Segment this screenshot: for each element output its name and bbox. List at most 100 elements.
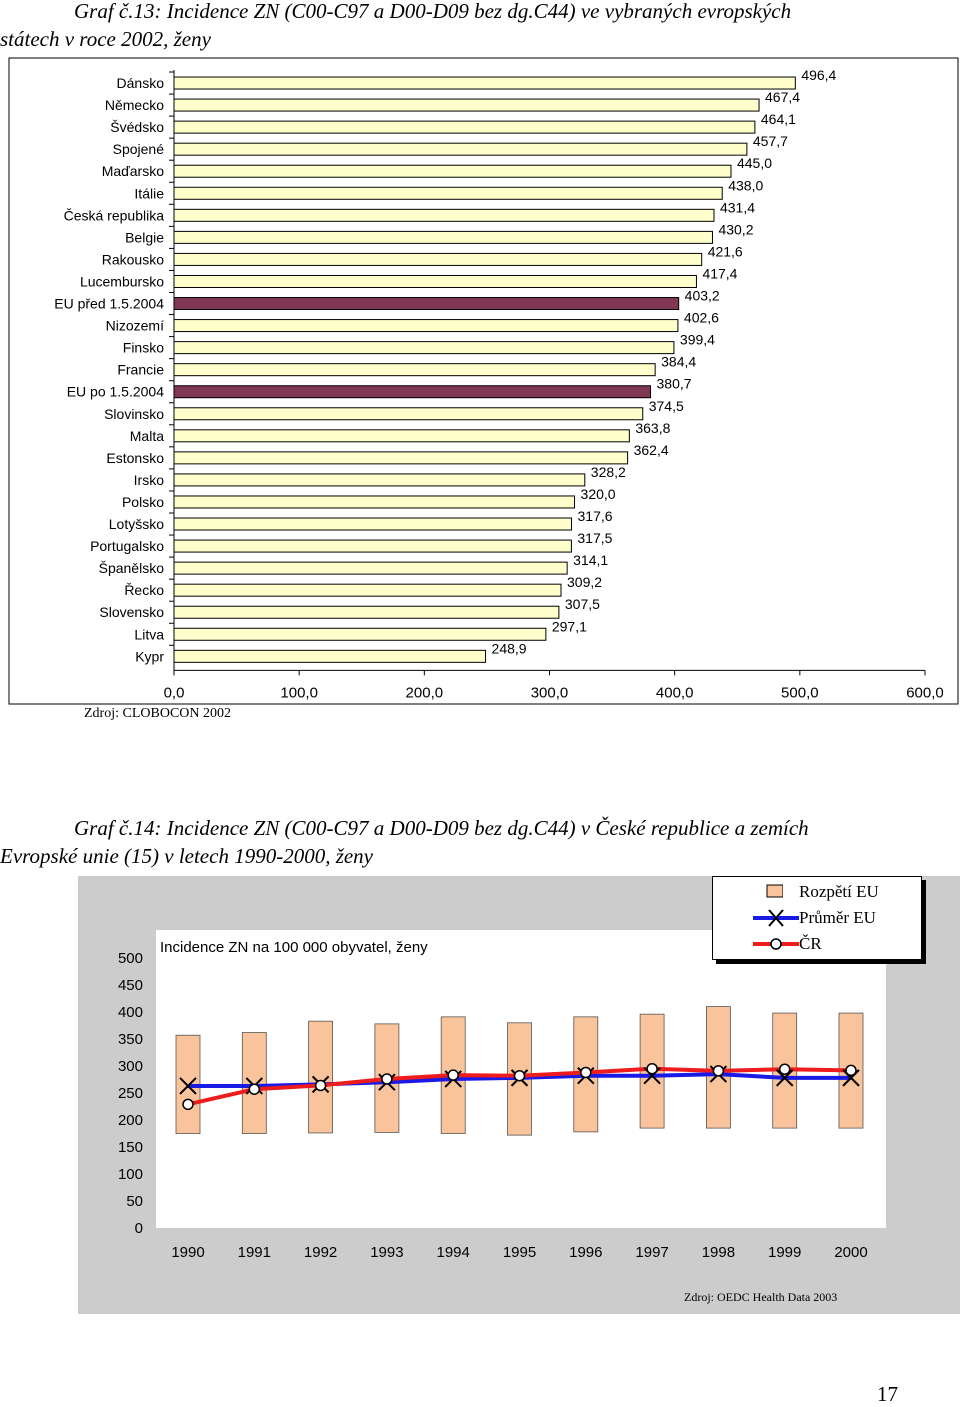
- chart13-value-label: 317,6: [578, 508, 613, 524]
- chart13-bar: [173, 252, 703, 266]
- chart14-y-tick-label: 50: [126, 1193, 143, 1210]
- chart14-legend: Rozpětí EU Průměr EU ČR: [712, 876, 922, 960]
- chart14-eu-average-point: [179, 1077, 197, 1095]
- chart13-bar: [173, 517, 573, 531]
- chart13-bar: [173, 561, 568, 575]
- chart14-caption-line2: Evropské unie (15) v letech 1990-2000, ž…: [0, 844, 374, 868]
- chart14-eu-average-point: [842, 1069, 860, 1087]
- chart14-x-tick-label: 1997: [635, 1244, 668, 1261]
- chart14-cr-point: [447, 1069, 459, 1081]
- chart13-category-label: Dánsko: [117, 75, 165, 91]
- chart13-x-tick-label: 200,0: [406, 684, 444, 701]
- chart13-x-tick-label: 0,0: [164, 684, 185, 701]
- chart14-y-tick-label: 350: [118, 1031, 143, 1048]
- chart14-y-tick-label: 400: [118, 1004, 143, 1021]
- chart14-x-tick-label: 2000: [834, 1244, 867, 1261]
- chart13-value-label: 374,5: [649, 398, 684, 414]
- chart14-cr-point: [580, 1066, 592, 1079]
- chart13-caption-line2: státech v roce 2002, ženy: [0, 27, 211, 51]
- chart13-category-label: Slovinsko: [104, 406, 164, 422]
- chart13-category-label: Slovensko: [99, 604, 164, 620]
- chart13-bar: [173, 297, 680, 311]
- chart13-bar: [173, 583, 562, 597]
- chart14-ylabel: Incidence ZN na 100 000 obyvatel, ženy: [160, 939, 428, 956]
- chart14-y-tick-label: 250: [118, 1085, 143, 1102]
- legend-label-cr: ČR: [799, 934, 822, 953]
- chart14-cr-point: [646, 1062, 658, 1075]
- chart13-category-label: Itálie: [134, 185, 164, 201]
- chart13-category-label: Irsko: [134, 472, 165, 488]
- chart13-category-label: Španělsko: [99, 560, 165, 576]
- chart14-cr-point: [845, 1064, 857, 1077]
- chart13-value-label: 307,5: [565, 596, 600, 612]
- chart13-value-label: 380,7: [657, 376, 692, 392]
- chart13-caption-line1: Graf č.13: Incidence ZN (C00-C97 a D00-D…: [74, 0, 792, 23]
- chart13-value-label: 328,2: [591, 464, 626, 480]
- chart13-bar: [173, 120, 756, 134]
- chart13-value-label: 309,2: [567, 574, 602, 590]
- chart13-category-label: Česká republika: [64, 207, 165, 223]
- chart14-eu-average-marker: [179, 1077, 197, 1095]
- chart14-source: Zdroj: OEDC Health Data 2003: [684, 1290, 838, 1304]
- chart13-x-tick-label: 500,0: [781, 684, 819, 701]
- chart13-bar: [173, 429, 630, 443]
- chart13-category-label: Portugalsko: [90, 538, 164, 554]
- chart13-category-label: Polsko: [122, 494, 164, 510]
- chart13-category-label: Belgie: [125, 229, 164, 245]
- chart13-category-label: Spojené: [113, 141, 165, 157]
- chart13-bar: [173, 186, 723, 200]
- chart13-bar: [173, 363, 656, 377]
- chart13-bar: [173, 539, 572, 553]
- chart14-y-tick-label: 200: [118, 1112, 143, 1129]
- chart14-y-tick-label: 300: [118, 1058, 143, 1075]
- chart13-category-label: Německo: [105, 97, 164, 113]
- chart14-cr-point: [182, 1098, 194, 1111]
- chart13-value-label: 363,8: [635, 420, 670, 436]
- chart13-category-label: Kypr: [135, 648, 164, 664]
- chart13-bar: [173, 142, 748, 156]
- chart13-caption: Graf č.13: Incidence ZN (C00-C97 a D00-D…: [0, 0, 960, 53]
- chart13-category-label: Litva: [134, 626, 164, 642]
- chart14-eu-average-marker: [775, 1069, 794, 1087]
- chart14-eu-average-point: [775, 1069, 794, 1087]
- chart14-x-tick-label: 1995: [503, 1244, 536, 1261]
- chart14-cr-point: [248, 1083, 261, 1095]
- chart13-bar: [173, 473, 586, 487]
- chart13-value-label: 445,0: [737, 155, 772, 171]
- chart13-category-label: Švédsko: [110, 119, 164, 135]
- chart13-category-label: Finsko: [123, 340, 164, 356]
- chart14-caption-line1: Graf č.14: Incidence ZN (C00-C97 a D00-D…: [74, 816, 809, 840]
- chart13-bar: [173, 451, 629, 465]
- chart13-bar: [173, 208, 715, 222]
- chart13-category-label: EU po 1.5.2004: [67, 384, 165, 400]
- chart14-x-tick-label: 1998: [702, 1244, 735, 1261]
- chart13-value-label: 417,4: [702, 265, 737, 281]
- chart14-y-tick-label: 500: [118, 950, 143, 967]
- chart13-category-label: Řecko: [124, 582, 164, 598]
- legend-range-swatch: [766, 884, 783, 898]
- chart14-y-tick-label: 150: [118, 1139, 143, 1156]
- chart14-y-tick-label: 100: [118, 1166, 143, 1183]
- chart14-x-tick-label: 1990: [171, 1244, 204, 1261]
- legend-eu-average-swatch: [753, 909, 799, 927]
- chart13-bar: [173, 627, 547, 641]
- chart13-value-label: 430,2: [718, 221, 753, 237]
- chart13-x-tick-label: 600,0: [906, 684, 944, 701]
- chart13-category-label: Maďarsko: [102, 163, 165, 179]
- page-number: 17: [877, 1382, 898, 1406]
- chart13-bar: [173, 649, 487, 663]
- chart14-caption: Graf č.14: Incidence ZN (C00-C97 a D00-D…: [0, 814, 960, 870]
- chart14-range-bar: [241, 1032, 267, 1134]
- legend-item-cr: ČR: [713, 931, 921, 957]
- legend-item-eu-average: Průměr EU: [713, 905, 921, 931]
- chart14-eu-average-marker: [842, 1069, 860, 1087]
- chart13-category-label: Rakousko: [102, 251, 164, 267]
- chart14-y-tick-label: 450: [118, 977, 143, 994]
- legend-cr-swatch: [753, 938, 799, 950]
- chart13-bar: [173, 341, 675, 355]
- chart13-category-label: EU před 1.5.2004: [54, 296, 164, 312]
- chart13-bar: [173, 319, 679, 333]
- chart14-y-tick-label: 0: [135, 1220, 143, 1237]
- legend-label-range: Rozpětí EU: [799, 882, 879, 901]
- chart14-cr-point: [513, 1069, 526, 1082]
